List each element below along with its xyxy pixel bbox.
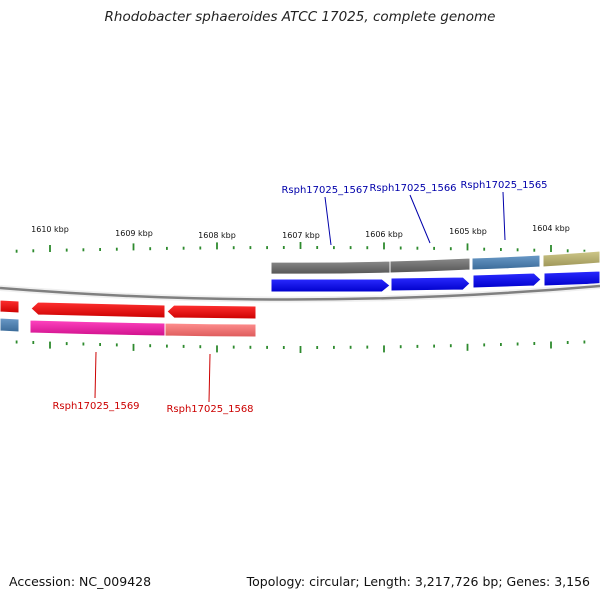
kbp-scale-labels: 1610 kbp 1609 kbp 1608 kbp 1607 kbp 1606… bbox=[31, 224, 570, 240]
gene-label-rsph17025-1566[interactable]: Rsph17025_1566 bbox=[369, 183, 456, 194]
kbp-label-1610: 1610 kbp bbox=[31, 225, 69, 234]
cds-arrow-rsph17025-1565[interactable] bbox=[472, 272, 542, 289]
leader-line-1567 bbox=[324, 196, 332, 246]
gene-block-steelblue-left[interactable] bbox=[0, 317, 20, 333]
outer-feature-track bbox=[270, 250, 600, 275]
gene-label-rsph17025-1568[interactable]: Rsph17025_1568 bbox=[166, 404, 253, 415]
accession-info: Accession: NC_009428 bbox=[9, 574, 152, 589]
inner-feature-track bbox=[0, 317, 257, 338]
gene-label-rsph17025-1569[interactable]: Rsph17025_1569 bbox=[52, 401, 139, 412]
gene-block-olive[interactable] bbox=[542, 250, 600, 268]
kbp-label-1609: 1609 kbp bbox=[115, 229, 153, 238]
leader-line-1565 bbox=[502, 191, 506, 241]
cds-arrow-rsph17025-1566[interactable] bbox=[390, 276, 471, 292]
leader-line-1566 bbox=[409, 194, 431, 244]
map-title: Rhodobacter sphaeroides ATCC 17025, comp… bbox=[104, 9, 496, 25]
gene-block-rsph17025-1566[interactable] bbox=[389, 257, 471, 274]
cds-arrow-rsph17025-1569[interactable] bbox=[30, 301, 166, 319]
gene-block-rsph17025-1568[interactable] bbox=[164, 322, 257, 338]
reverse-strand-track bbox=[0, 299, 257, 320]
cds-arrow-prev[interactable] bbox=[0, 299, 20, 314]
cds-arrow-next[interactable] bbox=[543, 270, 600, 287]
gene-label-rsph17025-1567[interactable]: Rsph17025_1567 bbox=[281, 185, 368, 196]
kbp-label-1604: 1604 kbp bbox=[532, 224, 570, 233]
leader-line-1569 bbox=[94, 351, 97, 399]
cds-arrow-rsph17025-1568[interactable] bbox=[166, 304, 257, 320]
kbp-label-1607: 1607 kbp bbox=[282, 231, 320, 240]
gene-block-rsph17025-1567[interactable] bbox=[270, 260, 391, 275]
genome-backbone bbox=[0, 283, 600, 303]
leader-line-1568 bbox=[208, 353, 211, 403]
gene-labels: Rsph17025_1567 Rsph17025_1566 Rsph17025_… bbox=[52, 180, 547, 415]
kbp-label-1606: 1606 kbp bbox=[365, 230, 403, 239]
forward-strand-track bbox=[270, 270, 600, 293]
kbp-label-1608: 1608 kbp bbox=[198, 231, 236, 240]
gene-block-rsph17025-1565[interactable] bbox=[471, 254, 541, 271]
gene-label-rsph17025-1565[interactable]: Rsph17025_1565 bbox=[460, 180, 547, 191]
genome-summary: Topology: circular; Length: 3,217,726 bp… bbox=[246, 574, 590, 589]
scale-ticks-inner bbox=[15, 340, 586, 353]
cds-arrow-rsph17025-1567[interactable] bbox=[270, 278, 391, 293]
kbp-label-1605: 1605 kbp bbox=[449, 227, 487, 236]
gene-block-rsph17025-1569[interactable] bbox=[29, 319, 166, 337]
scale-ticks-outer bbox=[15, 242, 586, 253]
